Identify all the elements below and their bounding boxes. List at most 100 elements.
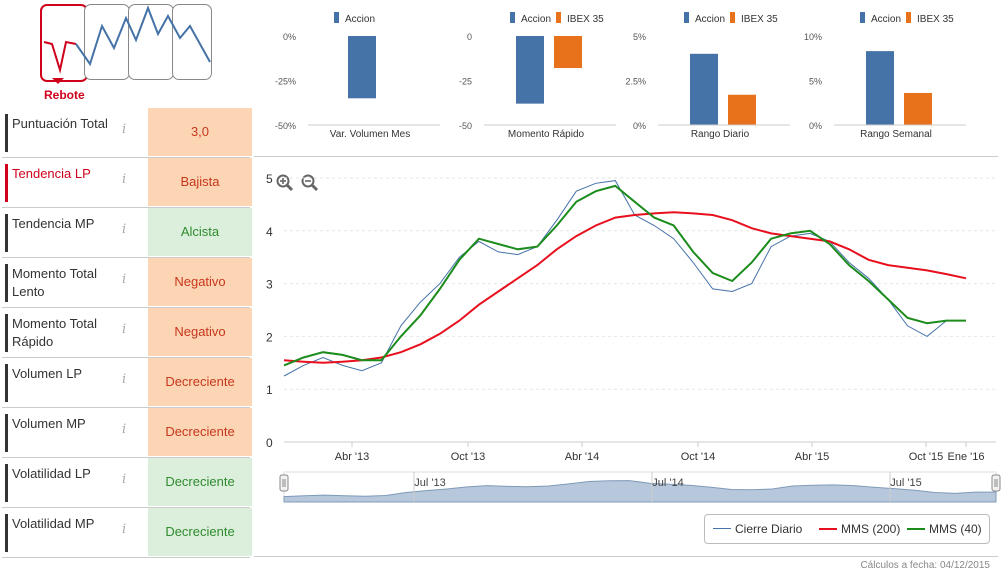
bar-ibex xyxy=(554,36,582,69)
indicator-marker xyxy=(5,264,8,302)
indicator-value: Decreciente xyxy=(148,408,252,456)
xtick-label: Oct '15 xyxy=(909,451,944,463)
legend-mms40-label: MMS (40) xyxy=(929,522,982,536)
info-icon[interactable]: i xyxy=(122,322,127,337)
indicator-value: Bajista xyxy=(148,158,252,206)
navigator-handle-left[interactable] xyxy=(279,474,289,492)
ytick-label: 5% xyxy=(633,32,646,42)
ytick-label: 0% xyxy=(633,121,646,131)
ytick-label: -25 xyxy=(459,77,472,87)
indicator-value: Alcista xyxy=(148,208,252,256)
indicator-label: Volumen LP xyxy=(12,366,83,381)
ytick-label: 0 xyxy=(266,436,273,450)
navigator-tick-label: Jul '15 xyxy=(890,477,921,489)
indicator-label: Tendencia MP xyxy=(12,216,95,231)
price-line-chart: 0 1 2 3 4 5 Abr '13 Oct '13 Abr '14 Oct '14 Abr '1… xyxy=(266,172,1001,503)
indicator-row[interactable]: Volatilidad MP i Decreciente xyxy=(2,508,252,556)
bar-accion xyxy=(348,36,376,99)
navigator-handle-right[interactable] xyxy=(991,474,1001,492)
indicator-value: Decreciente xyxy=(148,358,252,406)
ytick-label: 3 xyxy=(266,278,273,292)
pattern-box-2[interactable] xyxy=(84,4,130,80)
ytick-label: 2 xyxy=(266,330,273,344)
legend-mms200-swatch xyxy=(819,528,837,530)
indicator-label: Volatilidad LP xyxy=(12,466,91,481)
indicator-marker xyxy=(5,314,8,352)
bar-ibex xyxy=(728,94,756,125)
pattern-box-4[interactable] xyxy=(172,4,212,80)
indicator-label: Momento Total Lento xyxy=(12,266,98,299)
series-mms-40 xyxy=(283,184,966,367)
legend-mms40-swatch xyxy=(907,528,925,530)
indicator-marker xyxy=(5,214,8,252)
indicator-row[interactable]: Puntuación Total i 3,0 xyxy=(2,108,252,156)
ytick-label: 0% xyxy=(809,121,822,131)
indicator-row[interactable]: Volatilidad LP i Decreciente xyxy=(2,458,252,506)
legend-mms40[interactable]: MMS (40) xyxy=(907,522,985,536)
row-separator xyxy=(2,207,250,208)
legend-mms200-label: MMS (200) xyxy=(841,522,901,536)
legend-mms200[interactable]: MMS (200) xyxy=(819,522,905,536)
info-icon[interactable]: i xyxy=(122,172,127,187)
indicator-marker xyxy=(5,414,8,452)
indicator-row[interactable]: Volumen MP i Decreciente xyxy=(2,408,252,456)
zoom-in-icon[interactable] xyxy=(276,174,294,192)
mini-chart-4: Accion IBEX 35 10% 5% 0% Rango Semanal xyxy=(804,12,966,140)
info-icon[interactable]: i xyxy=(122,422,127,437)
legend-label: IBEX 35 xyxy=(741,14,778,25)
pattern-thumbnails xyxy=(40,4,212,84)
ytick-label: 0% xyxy=(283,32,296,42)
info-icon[interactable]: i xyxy=(122,272,127,287)
legend-swatch xyxy=(334,12,339,23)
legend-cierre-label: Cierre Diario xyxy=(735,522,803,536)
xtick-label: Oct '14 xyxy=(681,451,716,463)
ytick-label: 1 xyxy=(266,383,273,397)
series-cierre-diario xyxy=(283,180,966,377)
indicator-row[interactable]: Momento Total Lento i Negativo xyxy=(2,258,252,306)
row-separator xyxy=(2,257,250,258)
mini-chart-title: Var. Volumen Mes xyxy=(330,129,410,140)
legend-swatch xyxy=(860,12,865,23)
navigator-area xyxy=(283,480,997,503)
indicator-row[interactable]: Volumen LP i Decreciente xyxy=(2,358,252,406)
zoom-out-icon[interactable] xyxy=(301,174,319,192)
info-icon[interactable]: i xyxy=(122,372,127,387)
indicator-label: Momento Total Rápido xyxy=(12,316,98,349)
indicator-row[interactable]: Momento Total Rápido i Negativo xyxy=(2,308,252,356)
row-separator xyxy=(2,157,250,158)
info-icon[interactable]: i xyxy=(122,222,127,237)
ytick-label: -50 xyxy=(459,121,472,131)
row-separator xyxy=(2,307,250,308)
info-icon[interactable]: i xyxy=(122,122,127,137)
ytick-label: 5% xyxy=(809,77,822,87)
bar-accion xyxy=(516,36,544,104)
xtick-label: Abr '15 xyxy=(795,451,830,463)
series-mms-200 xyxy=(283,211,967,364)
pattern-shape-icon xyxy=(43,5,211,84)
ytick-label: 0 xyxy=(467,32,472,42)
indicator-row[interactable]: Tendencia MP i Alcista xyxy=(2,208,252,256)
legend-cierre[interactable]: Cierre Diario xyxy=(713,522,813,536)
ytick-label: 4 xyxy=(266,225,273,239)
info-icon[interactable]: i xyxy=(122,522,127,537)
xtick-label: Ene '16 xyxy=(948,451,985,463)
xtick-label: Oct '13 xyxy=(451,451,486,463)
legend-swatch xyxy=(730,12,735,23)
indicator-row[interactable]: Tendencia LP i Bajista xyxy=(2,158,252,206)
navigator-tick-label: Jul '14 xyxy=(652,477,683,489)
pattern-label: Rebote xyxy=(44,88,85,102)
indicator-marker xyxy=(5,114,8,152)
legend-label: IBEX 35 xyxy=(917,14,954,25)
indicator-value: Decreciente xyxy=(148,508,252,556)
indicator-value: Negativo xyxy=(148,308,252,356)
info-icon[interactable]: i xyxy=(122,472,127,487)
indicator-label: Puntuación Total xyxy=(12,116,108,131)
mini-chart-1: Accion 0% -25% -50% Var. Volumen Mes xyxy=(275,12,440,140)
legend-swatch xyxy=(906,12,911,23)
legend-label: Accion xyxy=(345,14,375,25)
calc-date: Cálculos a fecha: 04/12/2015 xyxy=(860,560,990,571)
indicator-label: Volatilidad MP xyxy=(12,516,95,531)
ytick-label: 10% xyxy=(804,32,822,42)
legend-cierre-swatch xyxy=(713,528,731,529)
xtick-label: Abr '14 xyxy=(565,451,600,463)
